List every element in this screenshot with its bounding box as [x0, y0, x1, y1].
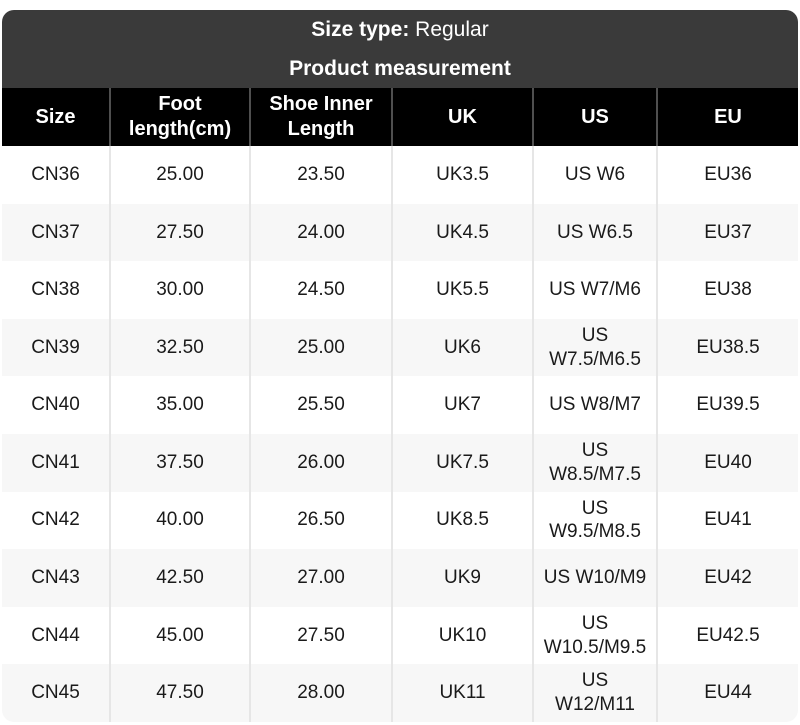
cell-foot-length: 47.50 [110, 664, 251, 722]
cell-eu: EU39.5 [657, 376, 798, 434]
cell-us: US W7.5/M6.5 [533, 318, 658, 377]
table-row: CN45 47.50 28.00 UK11 US W12/M11 EU44 [2, 664, 798, 722]
cell-uk: UK3.5 [392, 146, 534, 204]
cell-us: US W10/M9 [533, 549, 658, 607]
cell-eu: EU36 [657, 146, 798, 204]
cell-size: CN37 [2, 203, 111, 262]
cell-uk: UK7.5 [392, 433, 534, 492]
cell-us: US W12/M11 [533, 664, 658, 722]
col-header-us: US [533, 88, 658, 146]
cell-shoe-inner-length: 23.50 [250, 146, 393, 204]
table-row: CN40 35.00 25.50 UK7 US W8/M7 EU39.5 [2, 376, 798, 434]
table-row: CN44 45.00 27.50 UK10 US W10.5/M9.5 EU42… [2, 606, 798, 665]
product-measurement-title: Product measurement [289, 56, 511, 80]
cell-shoe-inner-length: 26.00 [250, 433, 393, 492]
table-row: CN39 32.50 25.00 UK6 US W7.5/M6.5 EU38.5 [2, 318, 798, 377]
cell-size: CN40 [2, 376, 111, 434]
cell-eu: EU42.5 [657, 606, 798, 665]
table-row: CN41 37.50 26.00 UK7.5 US W8.5/M7.5 EU40 [2, 433, 798, 492]
cell-us: US W7/M6 [533, 261, 658, 319]
cell-eu: EU40 [657, 433, 798, 492]
col-header-foot-length: Foot length(cm) [110, 88, 251, 146]
cell-foot-length: 42.50 [110, 549, 251, 607]
cell-size: CN44 [2, 606, 111, 665]
cell-eu: EU42 [657, 549, 798, 607]
table-row: CN36 25.00 23.50 UK3.5 US W6 EU36 [2, 146, 798, 204]
cell-shoe-inner-length: 24.50 [250, 261, 393, 319]
cell-foot-length: 25.00 [110, 146, 251, 204]
cell-foot-length: 40.00 [110, 491, 251, 550]
col-header-uk: UK [392, 88, 534, 146]
cell-eu: EU41 [657, 491, 798, 550]
cell-size: CN38 [2, 261, 111, 319]
cell-size: CN41 [2, 433, 111, 492]
size-type-line: Size type: Regular [2, 10, 798, 49]
size-chart-header: Size type: Regular Product measurement [2, 10, 798, 88]
cell-us: US W9.5/M8.5 [533, 491, 658, 550]
col-header-size: Size [2, 88, 111, 146]
cell-eu: EU37 [657, 203, 798, 262]
table-row: CN42 40.00 26.50 UK8.5 US W9.5/M8.5 EU41 [2, 491, 798, 550]
cell-us: US W6 [533, 146, 658, 204]
size-conversion-table: Size Foot length(cm) Shoe Inner Length U… [2, 88, 798, 722]
cell-shoe-inner-length: 27.50 [250, 606, 393, 665]
col-header-eu: EU [657, 88, 798, 146]
cell-foot-length: 27.50 [110, 203, 251, 262]
cell-uk: UK7 [392, 376, 534, 434]
table-row: CN37 27.50 24.00 UK4.5 US W6.5 EU37 [2, 203, 798, 262]
cell-uk: UK5.5 [392, 261, 534, 319]
cell-shoe-inner-length: 26.50 [250, 491, 393, 550]
size-chart-card: Size type: Regular Product measurement S… [2, 10, 798, 722]
table-header-row: Size Foot length(cm) Shoe Inner Length U… [2, 88, 798, 146]
cell-foot-length: 32.50 [110, 318, 251, 377]
cell-size: CN36 [2, 146, 111, 204]
table-row: CN43 42.50 27.00 UK9 US W10/M9 EU42 [2, 549, 798, 607]
cell-size: CN43 [2, 549, 111, 607]
cell-foot-length: 30.00 [110, 261, 251, 319]
cell-eu: EU38 [657, 261, 798, 319]
cell-shoe-inner-length: 25.00 [250, 318, 393, 377]
cell-uk: UK6 [392, 318, 534, 377]
cell-us: US W8.5/M7.5 [533, 433, 658, 492]
cell-us: US W6.5 [533, 203, 658, 262]
cell-shoe-inner-length: 28.00 [250, 664, 393, 722]
col-header-shoe-inner-length: Shoe Inner Length [250, 88, 393, 146]
cell-shoe-inner-length: 24.00 [250, 203, 393, 262]
size-type-value: Regular [415, 17, 489, 41]
cell-eu: EU44 [657, 664, 798, 722]
cell-foot-length: 35.00 [110, 376, 251, 434]
cell-us: US W10.5/M9.5 [533, 606, 658, 665]
cell-us: US W8/M7 [533, 376, 658, 434]
cell-foot-length: 37.50 [110, 433, 251, 492]
cell-eu: EU38.5 [657, 318, 798, 377]
table-row: CN38 30.00 24.50 UK5.5 US W7/M6 EU38 [2, 261, 798, 319]
cell-shoe-inner-length: 25.50 [250, 376, 393, 434]
cell-size: CN42 [2, 491, 111, 550]
product-measurement-line: Product measurement [2, 49, 798, 88]
cell-foot-length: 45.00 [110, 606, 251, 665]
cell-uk: UK8.5 [392, 491, 534, 550]
cell-uk: UK4.5 [392, 203, 534, 262]
cell-size: CN39 [2, 318, 111, 377]
cell-shoe-inner-length: 27.00 [250, 549, 393, 607]
size-type-label: Size type: [311, 17, 416, 41]
cell-size: CN45 [2, 664, 111, 722]
cell-uk: UK10 [392, 606, 534, 665]
cell-uk: UK11 [392, 664, 534, 722]
cell-uk: UK9 [392, 549, 534, 607]
